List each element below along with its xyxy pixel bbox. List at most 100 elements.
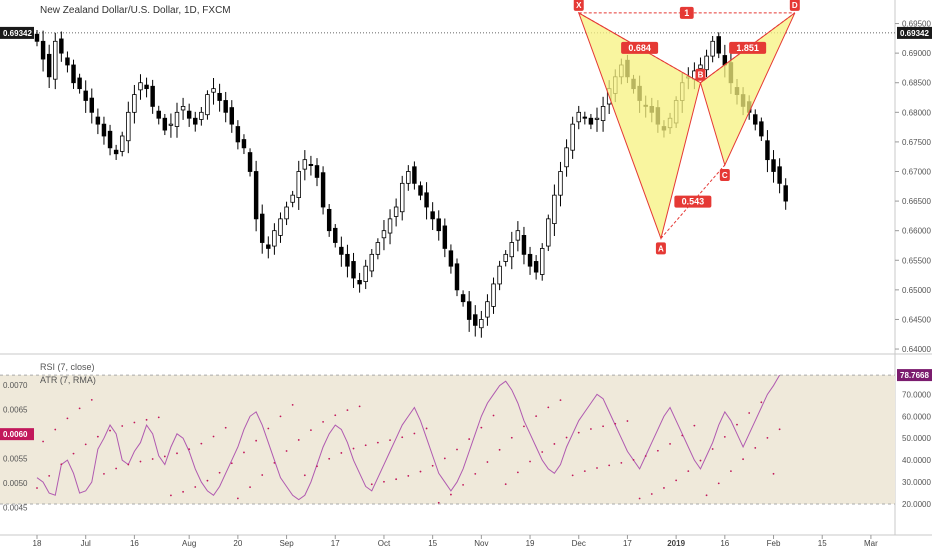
atr-dot (200, 442, 203, 445)
pattern-bd-line (700, 12, 796, 84)
current-price-text-right: 0.69342 (900, 29, 929, 38)
atr-current-label (0, 428, 34, 441)
candle-down (186, 110, 192, 119)
pattern-point-marker (695, 68, 706, 81)
atr-dot (583, 470, 586, 473)
price-tick-label: 0.67500 (902, 138, 931, 147)
candle-down (436, 218, 441, 232)
atr-dot (413, 432, 416, 435)
rsi-indicator-title[interactable]: RSI (7, close) (40, 362, 95, 372)
atr-tick-label: 0.0050 (3, 479, 28, 488)
price-tick-label: 0.64500 (902, 315, 931, 324)
atr-dot (529, 460, 531, 463)
pattern-point-label: A (658, 244, 664, 253)
atr-indicator-title[interactable]: ATR (7, RMA) (40, 375, 96, 385)
candle-down (65, 57, 70, 66)
atr-dot (48, 474, 51, 477)
atr-dot (230, 462, 233, 465)
time-tick-label: 17 (331, 539, 340, 548)
time-tick-label: 17 (623, 539, 632, 548)
candle-up (406, 171, 411, 184)
candle-down (716, 36, 721, 54)
candle-down (223, 100, 228, 113)
candle-down (777, 166, 782, 184)
atr-dot (742, 458, 744, 461)
atr-dot (103, 472, 105, 475)
current-price-text-left: 0.69342 (3, 29, 32, 38)
atr-dot (559, 399, 562, 402)
atr-dot (376, 441, 379, 444)
indicator-pane: 70.0000 60.0000 50.0000 40.0000 30.0000 20.00… (0, 369, 932, 513)
candle-up (375, 242, 381, 255)
candle-down (521, 235, 527, 255)
candle-down (95, 116, 101, 125)
atr-dot (705, 494, 708, 497)
atr-dot (456, 448, 458, 451)
time-tick-label: 20 (233, 539, 242, 548)
candle-down (326, 208, 332, 232)
candle-up (53, 40, 58, 80)
harmonic-pattern[interactable]: 1 0.684 0.543 1.851 X A B C D (573, 0, 800, 255)
candle-down (418, 185, 423, 196)
atr-dot (389, 439, 391, 442)
atr-dot (510, 436, 513, 439)
candle-down (771, 159, 776, 172)
price-tick-label: 0.65500 (902, 256, 931, 265)
atr-dot (261, 474, 264, 476)
rsi-line (36, 374, 781, 501)
time-tick-label: 15 (428, 539, 437, 548)
candle-up (491, 283, 496, 307)
chart-title: New Zealand Dollar/U.S. Dollar, 1D, FXCM (40, 5, 231, 16)
atr-dot (72, 452, 75, 455)
atr-dot (644, 455, 647, 457)
atr-dot (663, 487, 665, 489)
atr-current-text: 0.0060 (3, 430, 28, 439)
candle-up (539, 248, 545, 275)
atr-dot (772, 472, 775, 475)
candle-up (704, 55, 709, 71)
candle-up (278, 218, 283, 236)
candle-up (710, 40, 715, 57)
atr-dot (395, 478, 398, 481)
candle-up (205, 94, 210, 116)
atr-dot (450, 493, 452, 496)
candle-down (59, 38, 64, 54)
candle-up (363, 265, 368, 282)
pattern-ratio-label: 1.851 (736, 43, 759, 53)
atr-dot (656, 449, 659, 452)
price-tick-label: 0.66500 (902, 197, 931, 206)
atr-dot (316, 465, 318, 468)
atr-dot (334, 414, 337, 417)
atr-dot (669, 443, 671, 445)
time-tick-label: 16 (130, 539, 139, 548)
atr-dot (60, 463, 63, 466)
time-tick-label: 16 (720, 539, 729, 548)
pattern-point-marker (789, 0, 800, 11)
atr-dot (632, 459, 635, 461)
atr-dot (711, 448, 714, 450)
atr-tick-label: 0.0070 (3, 381, 28, 390)
rsi-tick-label: 20.0000 (902, 500, 931, 509)
candle-down (333, 227, 338, 243)
candle-up (503, 253, 508, 262)
candle-up (369, 253, 375, 272)
atr-dot (297, 439, 300, 441)
candle-down (345, 253, 350, 267)
time-tick-label: Aug (182, 539, 196, 548)
candle-up (594, 117, 600, 120)
atr-dot (66, 417, 69, 420)
atr-tick-label: 0.0055 (3, 455, 28, 464)
atr-dot (54, 428, 57, 431)
atr-dot (571, 474, 574, 477)
atr-dot (699, 459, 702, 462)
current-price-label-left (0, 26, 34, 39)
pattern-ratio-label: 1 (684, 8, 689, 18)
price-tick-label: 0.68500 (902, 79, 931, 88)
atr-dot (364, 444, 367, 447)
candle-down (40, 40, 46, 60)
atr-dot (36, 487, 38, 489)
candle-up (132, 94, 137, 113)
candle-up (272, 230, 277, 247)
atr-dot (608, 464, 611, 467)
